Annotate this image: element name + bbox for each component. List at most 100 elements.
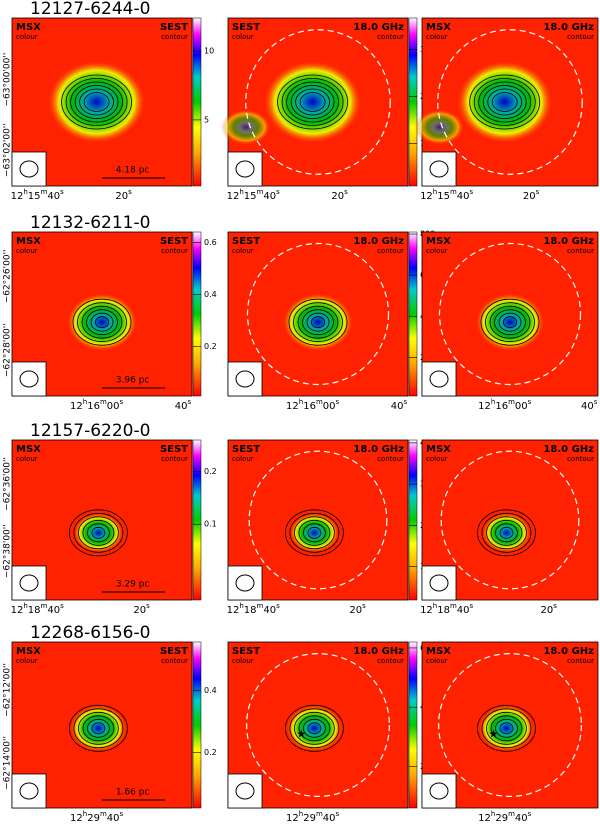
x-tick-part: h [23,602,27,610]
x-tick-part: s [536,188,540,196]
x-tick-part: 20 [133,605,146,616]
x-tick-part: m [316,810,323,818]
colorbar [408,439,418,601]
colorbar [192,641,202,809]
beam-box [227,773,263,809]
x-tick-part: m [508,810,515,818]
y-tick-label: −62°14'00'' [3,736,13,790]
beam-box [11,151,47,187]
x-tick-part: 18 [28,605,41,616]
colorbar-tick-label: 0.2 [204,342,217,351]
x-tick-label: 20s [331,188,348,202]
x-tick-part: m [100,810,107,818]
x-tick-part: s [362,602,366,610]
x-tick-part: 29 [495,813,508,824]
x-tick-part: m [41,602,48,610]
contour [82,519,115,546]
panel-contour-label: 18.0 GHz [543,22,594,33]
caption: contour [161,247,188,255]
contour [478,81,532,123]
contour [91,722,106,735]
caption: colour [232,247,254,255]
contour [70,81,123,123]
contour [297,305,339,339]
beam [19,574,39,592]
x-tick-part: h [299,810,303,818]
colorbar-tick-label: 10 [204,47,214,56]
emission [73,512,124,553]
contour [69,509,128,557]
contour [284,509,344,557]
contour [293,711,335,745]
contour [307,526,322,539]
contour [494,309,526,336]
contour [489,305,531,339]
beam-box [11,361,47,397]
x-tick-part: s [276,602,280,610]
contour [307,722,322,735]
x-tick-part: 16 [87,401,100,412]
colorbar [408,231,418,397]
x-tick-part: h [239,602,243,610]
panel-contour-label: 18.0 GHz [353,22,404,33]
scale-label: 3.96 pc [116,376,150,386]
caption: colour [426,657,448,665]
caption: contour [567,657,594,665]
caption: colour [16,455,38,463]
x-tick-part: 12 [420,605,433,616]
panel-colour-label: SEST [232,236,260,247]
panel-contour-label: SEST [160,646,188,657]
beam-box [227,565,263,601]
contour [293,302,343,343]
contour [495,523,518,543]
x-tick-part: h [23,188,27,196]
contour [477,704,536,752]
caption: contour [377,33,404,41]
x-tick-part: 20 [331,191,344,202]
beam-box [421,565,457,601]
caption: colour [232,33,254,41]
caption: contour [161,33,188,41]
x-tick-part: 40 [581,401,594,412]
emission [414,109,465,146]
contour [277,74,349,130]
star: ★ [296,727,306,740]
x-tick-part: s [470,602,474,610]
x-tick-part: 00 [107,401,120,412]
contour [95,316,109,329]
panel-colour-label: MSX [426,22,451,33]
contour [487,88,523,116]
y-tick-label: −62°26'00'' [3,249,13,303]
panel-colour-label: MSX [426,444,451,455]
caption: colour [232,657,254,665]
x-tick-part: h [83,398,87,406]
x-tick-part: 16 [495,401,508,412]
x-tick-part: 29 [303,813,316,824]
x-tick-part: 15 [28,191,41,202]
contour [498,312,522,332]
contour [302,309,334,336]
panel-contour-label: SEST [160,22,188,33]
beam-box [227,151,263,187]
emission [481,512,532,553]
caption: contour [377,455,404,463]
contour [486,711,527,745]
panel-contour-label: 18.0 GHz [353,444,404,455]
x-tick-part: 12 [70,401,83,412]
colorbar-tick-label: 0.2 [204,748,217,757]
contour [481,512,532,553]
field-circle [440,450,580,590]
x-tick-label: 12h15m40s [227,188,280,202]
colorbar [408,641,418,809]
x-tick-label: 40s [175,398,192,412]
x-tick-label: 40s [391,398,408,412]
contour [74,85,119,119]
x-tick-part: 40 [391,401,404,412]
x-tick-label: 12h18m40s [420,602,473,616]
x-tick-part: s [344,188,348,196]
contour [469,74,541,130]
contour [73,512,124,553]
contour [490,715,523,742]
contour [289,708,340,749]
x-tick-part: 29 [87,813,100,824]
